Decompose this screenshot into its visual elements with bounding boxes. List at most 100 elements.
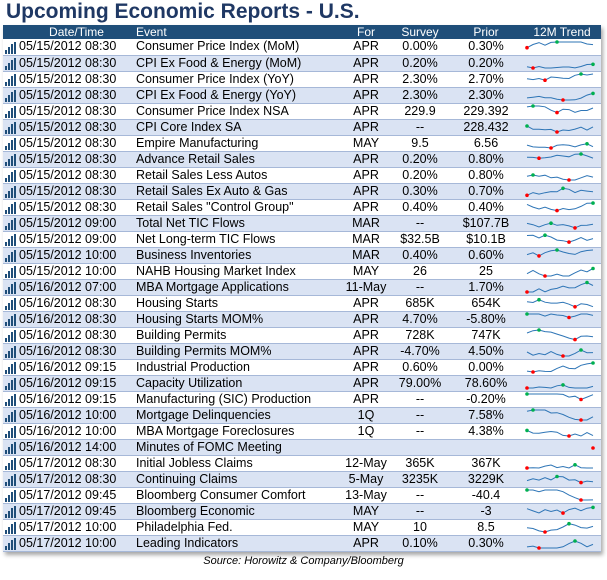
bar-chart-icon[interactable] [5, 74, 17, 86]
row-icon-cell[interactable] [3, 199, 19, 216]
table-row[interactable]: 05/15/2012 09:00 Net Long-term TIC Flows M… [3, 231, 601, 248]
row-icon-cell[interactable] [3, 135, 19, 152]
table-row[interactable]: 05/17/2012 09:45 Bloomberg Economic MAY -- -… [3, 503, 601, 520]
bar-chart-icon[interactable] [5, 330, 17, 342]
bar-chart-icon[interactable] [5, 282, 17, 294]
table-row[interactable]: 05/15/2012 08:30 Advance Retail Sales APR 0… [3, 151, 601, 168]
row-icon-cell[interactable] [3, 455, 19, 472]
table-row[interactable]: 05/16/2012 08:30 Housing Starts APR 685K 654… [3, 295, 601, 312]
row-icon-cell[interactable] [3, 103, 19, 120]
table-row[interactable]: 05/17/2012 09:45 Bloomberg Consumer Comfo… [3, 487, 601, 504]
bar-chart-icon[interactable] [5, 442, 17, 454]
bar-chart-icon[interactable] [5, 186, 17, 198]
row-icon-cell[interactable] [3, 503, 19, 520]
table-row[interactable]: 05/16/2012 09:15 Capacity Utilization APR 7… [3, 375, 601, 392]
table-row[interactable]: 05/15/2012 08:30 Consumer Price Index (Mo… [3, 39, 601, 56]
row-icon-cell[interactable] [3, 519, 19, 536]
row-icon-cell[interactable] [3, 487, 19, 504]
header-for[interactable]: For [357, 25, 375, 39]
table-row[interactable]: 05/15/2012 08:30 CPI Ex Food & Energy (Mo… [3, 55, 601, 72]
row-icon-cell[interactable] [3, 151, 19, 168]
bar-chart-icon[interactable] [5, 170, 17, 182]
bar-chart-icon[interactable] [5, 490, 17, 502]
bar-chart-icon[interactable] [5, 474, 17, 486]
table-row[interactable]: 05/15/2012 08:30 Retail Sales Less Autos A… [3, 167, 601, 184]
bar-chart-icon[interactable] [5, 266, 17, 278]
bar-chart-icon[interactable] [5, 154, 17, 166]
header-trend[interactable]: 12M Trend [533, 25, 591, 39]
table-row[interactable]: 05/16/2012 10:00 MBA Mortgage Foreclosure… [3, 423, 601, 440]
table-row[interactable]: 05/15/2012 08:30 Consumer Price Index NSA… [3, 103, 601, 120]
row-icon-cell[interactable] [3, 231, 19, 248]
table-row[interactable]: 05/16/2012 10:00 Mortgage Delinquencies 1Q… [3, 407, 601, 424]
row-icon-cell[interactable] [3, 375, 19, 392]
table-row[interactable]: 05/15/2012 09:00 Total Net TIC Flows MAR --… [3, 215, 601, 232]
row-icon-cell[interactable] [3, 167, 19, 184]
table-row[interactable]: 05/16/2012 08:30 Building Permits MOM% APR… [3, 343, 601, 360]
row-icon-cell[interactable] [3, 423, 19, 440]
row-icon-cell[interactable] [3, 279, 19, 296]
row-icon-cell[interactable] [3, 327, 19, 344]
bar-chart-icon[interactable] [5, 426, 17, 438]
bar-chart-icon[interactable] [5, 250, 17, 262]
row-icon-cell[interactable] [3, 311, 19, 328]
table-row[interactable]: 05/15/2012 08:30 CPI Core Index SA APR -- 22… [3, 119, 601, 136]
bar-chart-icon[interactable] [5, 218, 17, 230]
row-icon-cell[interactable] [3, 471, 19, 488]
table-row[interactable]: 05/16/2012 09:15 Industrial Production APR… [3, 359, 601, 376]
bar-chart-icon[interactable] [5, 122, 17, 134]
bar-chart-icon[interactable] [5, 234, 17, 246]
row-icon-cell[interactable] [3, 391, 19, 408]
row-icon-cell[interactable] [3, 439, 19, 456]
bar-chart-icon[interactable] [5, 506, 17, 518]
table-row[interactable]: 05/16/2012 07:00 MBA Mortgage Application… [3, 279, 601, 296]
bar-chart-icon[interactable] [5, 314, 17, 326]
row-icon-cell[interactable] [3, 87, 19, 104]
bar-chart-icon[interactable] [5, 346, 17, 358]
bar-chart-icon[interactable] [5, 106, 17, 118]
table-row[interactable]: 05/16/2012 09:15 Manufacturing (SIC) Prod… [3, 391, 601, 408]
row-icon-cell[interactable] [3, 343, 19, 360]
table-row[interactable]: 05/15/2012 08:30 Consumer Price Index (Yo… [3, 71, 601, 88]
row-icon-cell[interactable] [3, 215, 19, 232]
bar-chart-icon[interactable] [5, 138, 17, 150]
bar-chart-icon[interactable] [5, 58, 17, 70]
row-icon-cell[interactable] [3, 183, 19, 200]
bar-chart-icon[interactable] [5, 394, 17, 406]
bar-chart-icon[interactable] [5, 362, 17, 374]
bar-chart-icon[interactable] [5, 298, 17, 310]
table-row[interactable]: 05/17/2012 08:30 Continuing Claims 5-May 32… [3, 471, 601, 488]
row-icon-cell[interactable] [3, 263, 19, 280]
header-prior[interactable]: Prior [473, 25, 499, 39]
table-row[interactable]: 05/15/2012 08:30 Empire Manufacturing MAY 9… [3, 135, 601, 152]
row-icon-cell[interactable] [3, 295, 19, 312]
row-icon-cell[interactable] [3, 39, 19, 56]
table-row[interactable]: 05/15/2012 08:30 CPI Ex Food & Energy (Yo… [3, 87, 601, 104]
table-row[interactable]: 05/15/2012 08:30 Retail Sales "Control Gr… [3, 199, 601, 216]
header-event[interactable]: Event [136, 25, 167, 39]
table-row[interactable]: 05/16/2012 08:30 Building Permits APR 728K 7… [3, 327, 601, 344]
bar-chart-icon[interactable] [5, 202, 17, 214]
bar-chart-icon[interactable] [5, 538, 17, 550]
table-row[interactable]: 05/16/2012 08:30 Housing Starts MOM% APR 4.… [3, 311, 601, 328]
table-row[interactable]: 05/16/2012 14:00 Minutes of FOMC Meeting [3, 439, 601, 456]
row-icon-cell[interactable] [3, 359, 19, 376]
bar-chart-icon[interactable] [5, 41, 17, 54]
table-row[interactable]: 05/15/2012 10:00 NAHB Housing Market Inde… [3, 263, 601, 280]
table-row[interactable]: 05/15/2012 10:00 Business Inventories MAR 0… [3, 247, 601, 264]
bar-chart-icon[interactable] [5, 522, 17, 534]
bar-chart-icon[interactable] [5, 410, 17, 422]
row-icon-cell[interactable] [3, 55, 19, 72]
row-icon-cell[interactable] [3, 535, 19, 552]
row-icon-cell[interactable] [3, 247, 19, 264]
row-icon-cell[interactable] [3, 119, 19, 136]
bar-chart-icon[interactable] [5, 458, 17, 470]
table-row[interactable]: 05/15/2012 08:30 Retail Sales Ex Auto & G… [3, 183, 601, 200]
row-icon-cell[interactable] [3, 71, 19, 88]
header-datetime[interactable]: Date/Time [49, 25, 104, 39]
bar-chart-icon[interactable] [5, 378, 17, 390]
bar-chart-icon[interactable] [5, 90, 17, 102]
row-icon-cell[interactable] [3, 407, 19, 424]
table-row[interactable]: 05/17/2012 10:00 Philadelphia Fed. MAY 10 8.… [3, 519, 601, 536]
table-row[interactable]: 05/17/2012 08:30 Initial Jobless Claims 12… [3, 455, 601, 472]
